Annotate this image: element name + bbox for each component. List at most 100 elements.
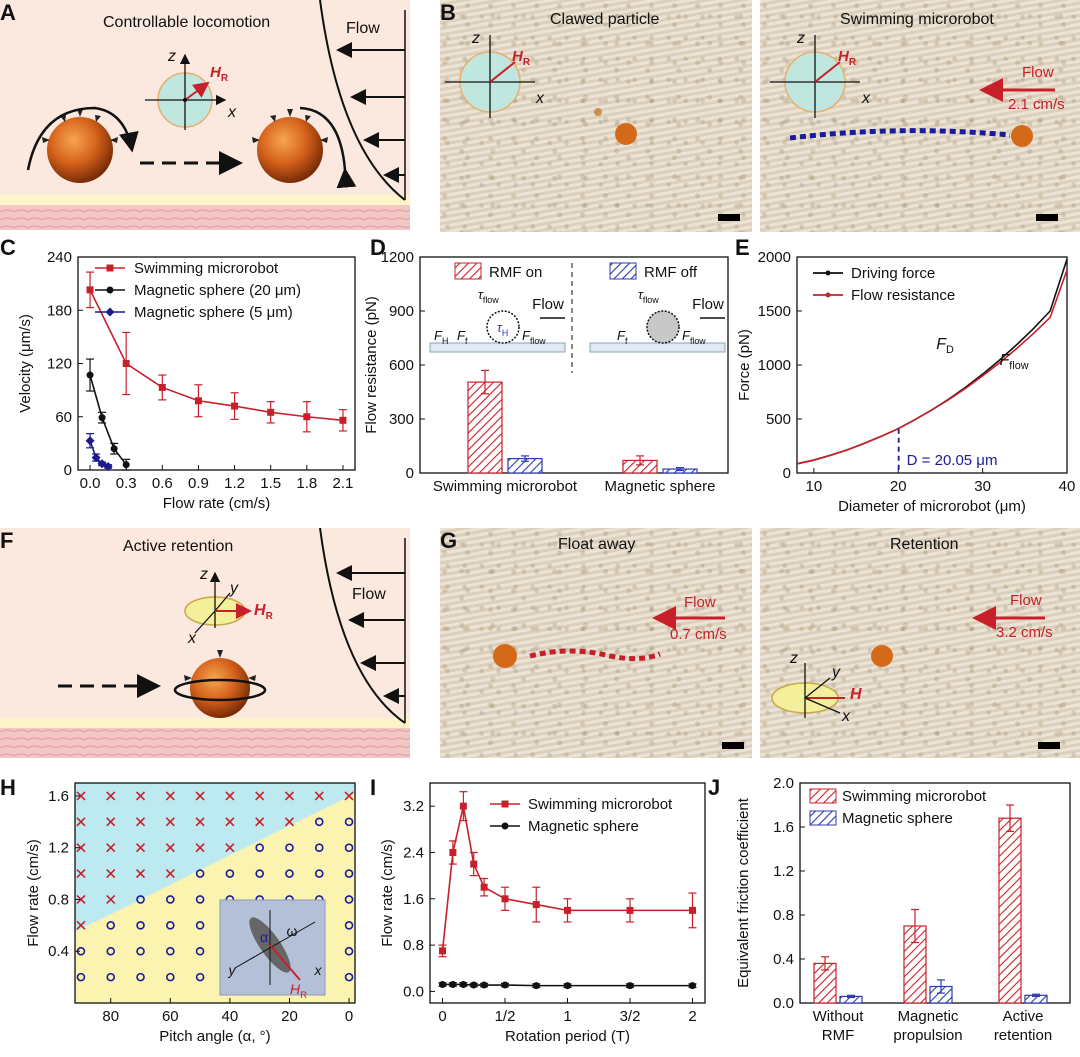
panel-d: D 0 300 600 900 1200 Flow resistance (pN) Swim… <box>360 235 740 525</box>
data-point <box>532 901 540 909</box>
inset-axis <box>234 921 316 969</box>
cross-marker <box>106 817 116 827</box>
circle-marker <box>255 869 264 878</box>
field-h-label: HR <box>838 48 857 68</box>
panel-label-h: H <box>0 775 16 800</box>
circle-marker <box>76 972 86 982</box>
data-point <box>480 883 488 891</box>
ff-label: Ff <box>617 328 628 346</box>
y-tick-label: 0.4 <box>773 951 794 968</box>
legend-label: Swimming microrobot <box>528 796 673 813</box>
microrobot-ball <box>184 650 256 718</box>
data-point <box>439 980 446 988</box>
x-tick-label: 0.6 <box>152 475 173 492</box>
y-tick-label: 900 <box>389 303 414 320</box>
y-axis-label: Flow rate (cm/s) <box>379 839 396 947</box>
panel-c: C 0 60 120 180 240 0.0 0.3 0.6 0.9 1.2 1.5 1.8 2.1 Fl… <box>0 235 370 525</box>
cross-marker <box>344 791 354 801</box>
data-point <box>339 416 347 424</box>
axis-x-label: x <box>842 708 850 725</box>
x-tick-label: 2 <box>688 1008 696 1025</box>
data-point <box>564 906 571 914</box>
scale-bar <box>722 742 744 749</box>
y-tick-label: 0 <box>783 465 791 482</box>
y-tick-label: 0.8 <box>403 937 424 954</box>
cross-marker <box>225 843 235 853</box>
y-tick-label: 1500 <box>758 303 791 320</box>
panel-e: E 0 500 1000 1500 2000 10 20 30 40 Diameter of mi… <box>735 235 1080 525</box>
data-point <box>480 981 488 989</box>
y-tick-label: 300 <box>389 411 414 428</box>
x-tick-label: 60 <box>162 1008 179 1025</box>
axis-x-label: x <box>862 90 870 107</box>
fflow-label: Fflow <box>682 328 706 346</box>
y-tick-label: 0 <box>406 465 414 482</box>
panel-a-flow-label: Flow <box>346 20 380 37</box>
legend-label: Flow resistance <box>851 287 955 304</box>
panel-label-j: J <box>708 775 721 800</box>
data-point <box>626 982 634 990</box>
ff-label: Ff <box>457 328 468 346</box>
panel-a: A Controllable locomotion Flow z x HR <box>0 0 410 230</box>
circle-marker <box>106 921 116 930</box>
y-tick-label: 0.0 <box>773 995 794 1012</box>
fflow-label: Fflow <box>1000 352 1029 372</box>
panel-g-right-title: Retention <box>890 536 959 553</box>
circle-marker <box>344 895 354 904</box>
panel-f: F Active retention Flow z y x HR <box>0 528 410 758</box>
panel-g-left-title: Float away <box>558 536 636 553</box>
circle-marker <box>285 869 294 878</box>
x-tick-label: 30 <box>974 478 991 495</box>
cross-marker <box>76 894 86 905</box>
chart-h: 0.4 0.8 1.2 1.6 80 60 40 20 0 Pitch angle (α, °) F… <box>25 782 356 1045</box>
field-h-label: HR <box>210 64 229 84</box>
y-tick-label: 1200 <box>381 249 414 266</box>
circle-marker <box>106 946 116 956</box>
legend-swatch <box>809 810 837 826</box>
panel-b-right-micrograph: Swimming microrobot z x HR Flow 2.1 cm/s <box>760 0 1080 232</box>
data-point <box>98 414 106 422</box>
y-tick-label: 0.4 <box>48 943 69 960</box>
data-point <box>439 947 446 955</box>
x-tick-label: 0 <box>345 1008 353 1025</box>
series-line <box>89 374 127 466</box>
circle-marker <box>136 921 145 930</box>
data-point <box>231 402 239 410</box>
panel-label-c: C <box>0 235 16 260</box>
legend-marker <box>106 264 114 272</box>
region-float <box>75 783 355 932</box>
x-axis-label: Diameter of microrobot (μm) <box>838 498 1026 515</box>
flow-rate-label: 0.7 cm/s <box>670 626 727 643</box>
flow-label: Flow <box>1010 592 1042 609</box>
x-tick-label: 0.3 <box>116 475 137 492</box>
y-axis-label: Force (pN) <box>736 329 753 401</box>
field-h-label: HR <box>254 602 273 623</box>
flow-label: Flow <box>532 296 564 313</box>
x-tick-label: 40 <box>222 1008 239 1025</box>
cross-marker <box>195 843 205 853</box>
y-tick-label: 600 <box>389 357 414 374</box>
series-line <box>89 289 344 422</box>
y-tick-label: 1.2 <box>48 840 69 857</box>
legend-label: Magnetic sphere <box>842 810 953 827</box>
x-tick-label: 80 <box>102 1008 119 1025</box>
y-tick-label: 1000 <box>758 357 791 374</box>
data-point <box>564 982 571 990</box>
axis-x-label: x <box>188 630 196 647</box>
x-tick-label: 1/2 <box>495 1008 516 1025</box>
category-label: Active <box>1003 1008 1044 1025</box>
circle-marker <box>166 895 175 904</box>
substrate <box>589 342 726 353</box>
circle-marker <box>166 946 175 956</box>
legend-label: Magnetic sphere (20 μm) <box>134 282 301 299</box>
inset-x-label: x <box>314 962 323 978</box>
legend-marker <box>825 270 831 276</box>
cross-marker <box>135 869 146 879</box>
cross-marker <box>76 869 86 879</box>
circle-marker <box>195 869 205 878</box>
particle <box>646 310 680 344</box>
cross-marker <box>225 817 235 827</box>
category-label: Swimming microrobot <box>433 478 578 495</box>
circle-marker <box>136 972 145 982</box>
cross-marker <box>106 869 116 879</box>
